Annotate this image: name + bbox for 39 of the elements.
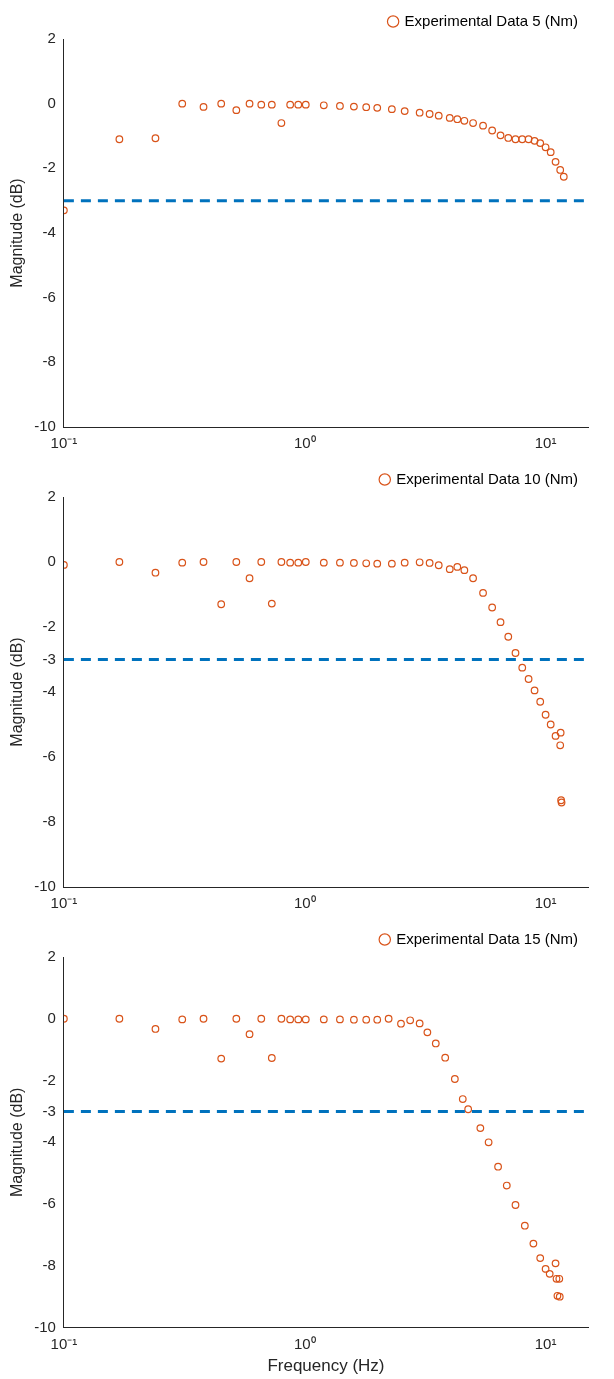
y-tick-label: -2 — [42, 617, 56, 635]
y-tick-label: -10 — [34, 417, 56, 435]
y-tick-label: -4 — [42, 1132, 56, 1150]
x-tick-label: 10¹ — [534, 894, 557, 912]
x-axis-title: Frequency (Hz) — [267, 1356, 385, 1376]
x-tick-label: 10⁻¹ — [50, 1334, 78, 1352]
y-tick-label: 2 — [47, 947, 56, 965]
y-tick-label: -2 — [42, 1070, 56, 1088]
y-tick-label: 0 — [47, 1008, 56, 1026]
x-tick-label: 10⁰ — [293, 1334, 316, 1352]
legend-label: Experimental Data 10 (Nm) — [396, 469, 579, 487]
y-tick-label: 0 — [47, 552, 56, 570]
y-axis-title: Magnitude (dB) — [8, 178, 26, 288]
x-tick-label: 10¹ — [534, 1334, 557, 1352]
y-tick-label: -8 — [42, 812, 56, 830]
y-tick-label: -6 — [42, 287, 56, 305]
y-tick-label: -10 — [34, 877, 56, 895]
y-tick-label: -6 — [42, 1194, 56, 1212]
x-tick-label: 10¹ — [534, 434, 557, 452]
legend-label: Experimental Data 15 (Nm) — [396, 929, 579, 947]
y-tick-label: -3 — [42, 649, 56, 667]
x-tick-label: 10⁻¹ — [50, 894, 78, 912]
y-tick-label: -8 — [42, 352, 56, 370]
x-tick-label: 10⁰ — [293, 894, 316, 912]
y-axis-title: Magnitude (dB) — [8, 1087, 26, 1197]
y-tick-label: -6 — [42, 747, 56, 765]
y-tick-label: 2 — [47, 487, 56, 505]
y-tick-label: -3 — [42, 1101, 56, 1119]
y-tick-label: -8 — [42, 1255, 56, 1273]
y-tick-label: -4 — [42, 223, 56, 241]
x-tick-label: 10⁻¹ — [50, 434, 78, 452]
y-tick-label: -10 — [34, 1317, 56, 1335]
legend-label: Experimental Data 5 (Nm) — [404, 11, 578, 29]
y-tick-label: -4 — [42, 682, 56, 700]
y-tick-label: 2 — [47, 29, 56, 47]
y-tick-label: 0 — [47, 93, 56, 111]
x-tick-label: 10⁰ — [293, 434, 316, 452]
y-tick-label: -2 — [42, 158, 56, 176]
y-axis-title: Magnitude (dB) — [8, 637, 26, 747]
